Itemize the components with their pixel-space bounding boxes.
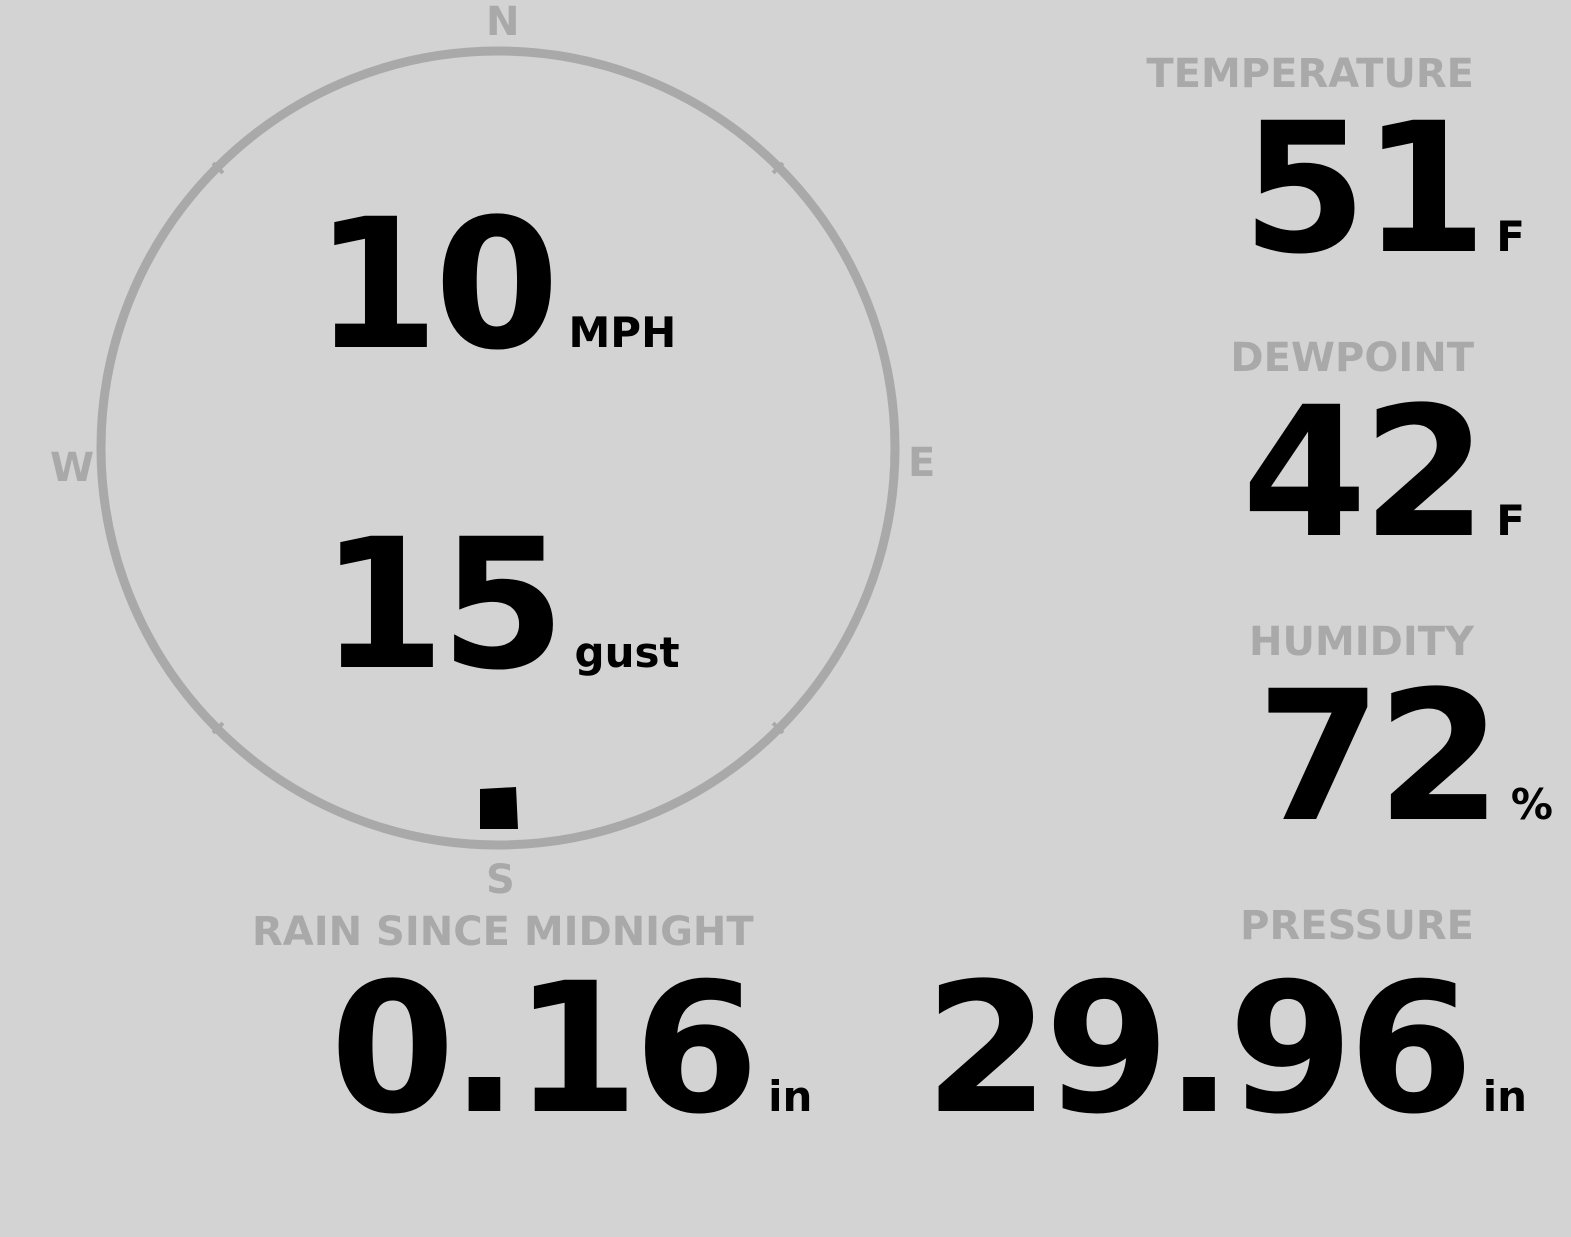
compass-ring: [96, 46, 900, 850]
compass-n: N: [486, 0, 520, 45]
dewpoint-label: DEWPOINT: [1230, 335, 1474, 381]
dewpoint-value: 42: [1241, 369, 1487, 578]
rain-value: 0.16: [330, 945, 759, 1154]
compass-tick: [771, 721, 785, 735]
wind-speed-unit: MPH: [568, 308, 677, 357]
compass-tick: [771, 161, 785, 175]
pressure-value: 29.96: [924, 945, 1473, 1154]
wind-direction-marker: [480, 787, 518, 829]
pressure-unit: in: [1482, 1072, 1527, 1121]
pressure: 29.96 in: [924, 960, 1527, 1140]
wind-gust-unit: gust: [574, 628, 680, 677]
rain: 0.16 in: [330, 960, 812, 1140]
humidity: 72 %: [1256, 668, 1553, 848]
wind-gust-value: 15: [320, 501, 565, 710]
compass-tick: [211, 161, 225, 175]
temperature-value: 51: [1241, 85, 1487, 294]
rain-label: RAIN SINCE MIDNIGHT: [252, 909, 754, 955]
wind-speed-value: 10: [314, 181, 559, 390]
compass-e: E: [908, 440, 936, 486]
temperature: 51 F: [1242, 100, 1525, 280]
temperature-unit: F: [1496, 212, 1525, 261]
dewpoint: 42 F: [1242, 384, 1525, 564]
compass-w: W: [50, 445, 95, 491]
compass-s: S: [486, 857, 515, 903]
humidity-value: 72: [1256, 653, 1501, 862]
temperature-label: TEMPERATURE: [1146, 51, 1474, 97]
pressure-label: PRESSURE: [1240, 903, 1474, 949]
compass-tick: [211, 721, 225, 735]
wind-speed: 10 MPH: [314, 196, 676, 376]
dewpoint-unit: F: [1496, 496, 1525, 545]
wind-gust: 15 gust: [320, 516, 680, 696]
humidity-unit: %: [1510, 780, 1553, 829]
humidity-label: HUMIDITY: [1249, 619, 1474, 665]
rain-unit: in: [768, 1072, 813, 1121]
